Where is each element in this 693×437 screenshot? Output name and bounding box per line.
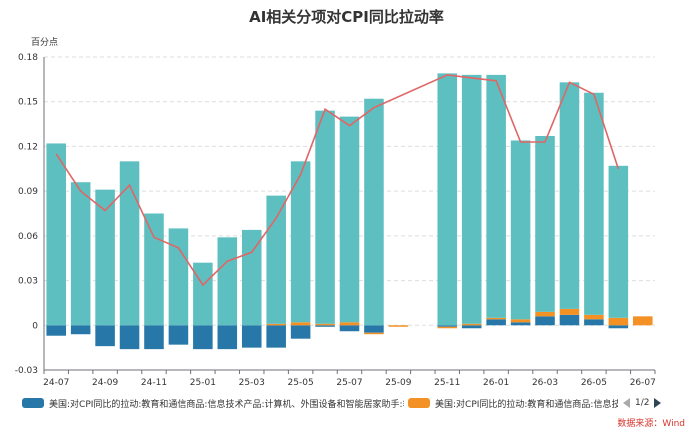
y-tick-label: 0 bbox=[32, 321, 38, 331]
bar[interactable] bbox=[95, 325, 115, 347]
bar[interactable] bbox=[486, 319, 506, 326]
legend-swatch bbox=[408, 398, 430, 408]
bar[interactable] bbox=[461, 323, 482, 326]
bar[interactable] bbox=[46, 325, 66, 336]
legend-item[interactable]: 美国:对CPI同比的拉动:教育和通信商品:信息技术产品 bbox=[408, 394, 618, 412]
pager-next-icon[interactable] bbox=[654, 398, 662, 408]
y-tick-label: 0.12 bbox=[18, 142, 38, 152]
bar[interactable] bbox=[486, 317, 506, 320]
x-tick-label: 25-07 bbox=[336, 378, 362, 388]
x-tick-label: 26-07 bbox=[630, 378, 656, 388]
bar[interactable] bbox=[535, 316, 555, 326]
bar[interactable] bbox=[70, 182, 91, 326]
x-tick-label: 25-09 bbox=[385, 378, 411, 388]
x-tick-label: 25-03 bbox=[239, 378, 265, 388]
bar[interactable] bbox=[241, 325, 262, 348]
bar[interactable] bbox=[437, 326, 458, 329]
bar[interactable] bbox=[461, 74, 482, 324]
bar[interactable] bbox=[168, 325, 189, 345]
bar[interactable] bbox=[364, 332, 384, 335]
x-tick-label: 24-09 bbox=[92, 378, 118, 388]
x-tick-label: 26-05 bbox=[581, 378, 607, 388]
bar[interactable] bbox=[559, 314, 580, 326]
bar[interactable] bbox=[559, 82, 580, 309]
legend-pager: 1/2 bbox=[623, 394, 662, 412]
x-tick-label: 25-05 bbox=[288, 378, 314, 388]
bar[interactable] bbox=[290, 322, 311, 326]
bar[interactable] bbox=[535, 135, 555, 312]
bar[interactable] bbox=[217, 325, 238, 350]
bar[interactable] bbox=[584, 319, 604, 326]
bar[interactable] bbox=[193, 262, 213, 326]
bar[interactable] bbox=[559, 308, 580, 315]
bar[interactable] bbox=[364, 98, 384, 326]
bar[interactable] bbox=[339, 322, 360, 326]
bar[interactable] bbox=[193, 325, 213, 350]
y-axis-label: 百分点 bbox=[31, 37, 58, 48]
legend: 美国:对CPI同比的拉动:教育和通信商品:信息技术产品:计算机、外围设备和智能居… bbox=[0, 394, 693, 412]
bar[interactable] bbox=[119, 325, 140, 350]
x-tick-label: 25-01 bbox=[190, 378, 216, 388]
bar[interactable] bbox=[510, 319, 531, 323]
bars bbox=[46, 73, 653, 350]
bar[interactable] bbox=[364, 325, 384, 333]
bar[interactable] bbox=[46, 143, 66, 326]
bar[interactable] bbox=[584, 314, 604, 320]
bar[interactable] bbox=[266, 195, 286, 324]
x-tick-label: 26-01 bbox=[483, 378, 509, 388]
line-series bbox=[55, 74, 620, 287]
bar[interactable] bbox=[144, 325, 164, 350]
legend-swatch bbox=[22, 398, 44, 408]
pager-prev-icon[interactable] bbox=[623, 398, 630, 408]
bar[interactable] bbox=[535, 311, 555, 317]
bar[interactable] bbox=[339, 116, 360, 323]
pager-count: 1/2 bbox=[635, 398, 650, 408]
x-tick-label: 24-07 bbox=[43, 378, 69, 388]
x-tick-label: 24-11 bbox=[141, 378, 167, 388]
bar[interactable] bbox=[461, 325, 482, 329]
chart-title: AI相关分项对CPI同比拉动率 bbox=[249, 8, 444, 26]
series-line[interactable] bbox=[55, 74, 620, 287]
bar[interactable] bbox=[315, 323, 335, 326]
bar[interactable] bbox=[144, 213, 164, 326]
bar[interactable] bbox=[217, 237, 238, 326]
y-tick-label: 0.09 bbox=[18, 187, 38, 197]
bar[interactable] bbox=[437, 325, 458, 327]
bar[interactable] bbox=[266, 325, 286, 348]
bar[interactable] bbox=[608, 317, 629, 326]
bar[interactable] bbox=[584, 92, 604, 315]
legend-item[interactable]: 美国:对CPI同比的拉动:教育和通信商品:信息技术产品:计算机、外围设备和智能居… bbox=[22, 394, 404, 412]
bar[interactable] bbox=[388, 325, 409, 327]
bar[interactable] bbox=[510, 140, 531, 320]
bar[interactable] bbox=[70, 325, 91, 335]
y-tick-label: -0.03 bbox=[15, 366, 38, 376]
bar[interactable] bbox=[266, 323, 286, 326]
bar[interactable] bbox=[168, 228, 189, 326]
source-note: 数据来源：Wind bbox=[617, 419, 685, 429]
bar[interactable] bbox=[608, 325, 629, 329]
bar[interactable] bbox=[339, 325, 360, 332]
y-tick-label: 0.06 bbox=[18, 232, 38, 242]
bar[interactable] bbox=[241, 229, 262, 326]
bar[interactable] bbox=[486, 74, 506, 318]
bar[interactable] bbox=[290, 161, 311, 323]
bar[interactable] bbox=[510, 322, 531, 326]
legend-label: 美国:对CPI同比的拉动:教育和通信商品:信息技术产品:计算机、外围设备和智能居… bbox=[49, 399, 404, 410]
bar[interactable] bbox=[437, 73, 458, 326]
y-tick-label: 0.15 bbox=[18, 98, 38, 108]
bar[interactable] bbox=[315, 325, 335, 327]
legend-label: 美国:对CPI同比的拉动:教育和通信商品:信息技术产品 bbox=[435, 399, 618, 410]
bar[interactable] bbox=[633, 316, 653, 326]
bar[interactable] bbox=[290, 325, 311, 339]
bar[interactable] bbox=[315, 110, 335, 324]
bar[interactable] bbox=[119, 161, 140, 326]
x-tick-label: 25-11 bbox=[434, 378, 460, 388]
y-tick-label: 0.18 bbox=[18, 53, 38, 63]
y-tick-label: 0.03 bbox=[18, 277, 38, 287]
bar[interactable] bbox=[95, 189, 115, 326]
bar[interactable] bbox=[608, 165, 629, 318]
axes: -0.03 0 0.03 0.06 0.09 0.12 0.15 0.18 24-07 24-09… bbox=[15, 53, 656, 388]
x-tick-label: 26-03 bbox=[532, 378, 558, 388]
